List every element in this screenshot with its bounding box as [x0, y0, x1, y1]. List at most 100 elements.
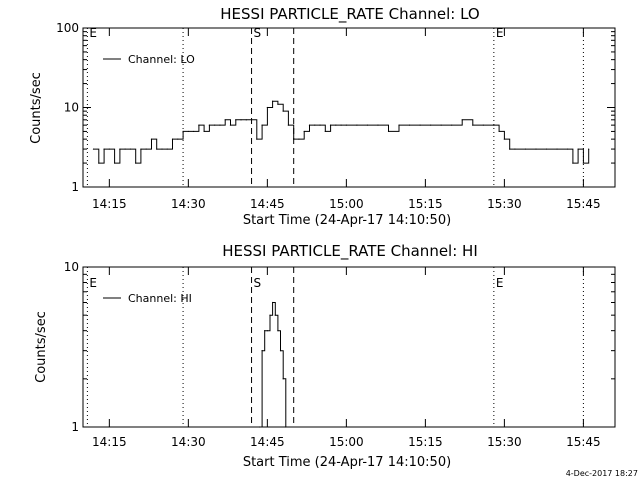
chart-lo-data-point [214, 124, 216, 126]
chart-lo-data-point [161, 148, 163, 150]
chart-hi-data-point [279, 350, 282, 352]
chart-lo-data-point [261, 124, 263, 126]
chart-lo-data-point [156, 148, 158, 150]
chart-lo-xtick-label: 14:45 [250, 197, 285, 211]
chart-lo-data-point [572, 162, 574, 164]
chart-hi-data-point [285, 426, 287, 428]
chart-lo-data-point [287, 124, 290, 126]
chart-hi-data-point [264, 330, 266, 332]
chart-lo-legend-label: Channel: LO [128, 53, 195, 66]
chart-hi-marker-label: E [89, 276, 97, 290]
chart-lo-data-point [308, 124, 311, 126]
chart-lo-data-point [266, 106, 268, 109]
chart-hi-plot-area [82, 266, 616, 428]
chart-lo-data-point [208, 124, 211, 126]
chart-lo-xtick-label: 14:30 [171, 197, 206, 211]
chart-lo-data-point [145, 148, 147, 150]
chart-lo-data-point [545, 148, 548, 150]
chart-hi-series-line [259, 302, 287, 428]
chart-lo-data-point [119, 148, 121, 150]
chart-lo-data-point [250, 119, 253, 121]
chart-lo-data-point [345, 124, 347, 126]
chart-lo-data-point [293, 138, 295, 140]
chart-lo-data-point [124, 148, 126, 150]
chart-lo-xtick-label: 15:45 [566, 197, 601, 211]
chart-lo-data-point [387, 130, 390, 133]
chart-lo-data-point [114, 162, 116, 164]
chart-hi-data-point [282, 378, 284, 380]
chart-lo-data-point [198, 124, 200, 126]
chart-hi-legend-label: Channel: HI [128, 292, 192, 305]
chart-lo-data-point [203, 130, 205, 133]
chart-lo-data-point [171, 138, 174, 140]
chart-lo-data-point [92, 148, 95, 150]
chart-lo-data-point [182, 130, 184, 133]
chart-lo-marker-label: E [496, 26, 504, 40]
chart-hi-ylabel: Counts/sec [34, 311, 49, 383]
chart-lo-data-point [277, 103, 279, 105]
chart-lo-data-point [408, 124, 411, 126]
chart-lo-data-point [177, 138, 179, 140]
chart-lo-data-point [430, 124, 432, 126]
chart-lo-data-point [98, 162, 100, 164]
chart-lo-data-point [535, 148, 537, 150]
chart-lo-ytick-label: 10 [64, 101, 79, 115]
chart-lo-xtick-label: 15:15 [408, 197, 443, 211]
chart-hi-xtick-label: 15:45 [566, 435, 601, 449]
chart-lo-data-point [498, 130, 500, 133]
chart-hi-title: HESSI PARTICLE_RATE Channel: HI [222, 242, 478, 261]
chart-lo-data-point [472, 124, 474, 126]
chart-lo-data-point [314, 124, 316, 126]
chart-lo-data-point [340, 124, 342, 126]
chart-hi-ytick-label: 1 [71, 420, 79, 434]
chart-lo-data-point [272, 100, 274, 102]
chart-lo-xtick-label: 15:00 [329, 197, 364, 211]
chart-hi: HESSI PARTICLE_RATE Channel: HI Counts/s… [34, 242, 616, 470]
chart-hi-data-point [261, 350, 263, 352]
chart-lo-data-point [303, 130, 305, 133]
chart-lo-data-point [566, 148, 569, 150]
chart-lo-data-point [514, 148, 516, 150]
chart-lo-data-point [324, 130, 326, 133]
chart-lo-data-point [588, 148, 590, 150]
chart-lo-data-point [582, 162, 584, 164]
chart-lo-data-point [240, 119, 242, 121]
chart-lo-data-point [187, 130, 189, 133]
chart-lo-plot-area [82, 27, 616, 188]
chart-hi-data-point [258, 426, 261, 428]
chart-lo-data-point [103, 148, 105, 150]
chart-lo-data-point [129, 148, 132, 150]
chart-lo-data-point [329, 124, 332, 126]
chart-lo-data-point [140, 148, 142, 150]
chart-lo-data-point [335, 124, 337, 126]
chart-lo-data-point [319, 124, 321, 126]
chart-hi-xtick-label: 14:45 [250, 435, 285, 449]
chart-hi-legend: Channel: HI [103, 292, 192, 305]
chart-lo-xtick-label: 15:30 [487, 197, 522, 211]
chart-lo-data-point [256, 138, 258, 140]
chart-lo-data-point [229, 124, 232, 126]
chart-lo-data-point [219, 124, 221, 126]
chart-lo-marker-label: E [89, 26, 97, 40]
chart-lo-data-point [398, 124, 400, 126]
chart-lo-ytick-label: 1 [71, 180, 79, 194]
chart-lo-data-point [150, 138, 153, 140]
chart-hi-ytick-label: 10 [64, 260, 79, 274]
chart-lo-data-point [482, 124, 484, 126]
chart-lo-legend: Channel: LO [103, 53, 195, 66]
chart-lo-data-point [366, 124, 369, 126]
chart-lo-data-point [298, 138, 300, 140]
chart-lo-data-point [377, 124, 379, 126]
chart-hi-xtick-label: 15:30 [487, 435, 522, 449]
chart-lo-data-point [224, 119, 226, 121]
chart-lo-data-point [135, 162, 137, 164]
chart-hi-marker-label: E [496, 276, 504, 290]
chart-lo-data-point [440, 124, 442, 126]
chart-lo-data-point [356, 124, 358, 126]
chart-lo-series-line [93, 100, 590, 164]
chart-lo-xlabel: Start Time (24-Apr-17 14:10:50) [243, 213, 451, 228]
chart-lo-marker-label: S [254, 26, 262, 40]
chart-lo-data-point [509, 148, 511, 150]
chart-lo-data-point [493, 124, 495, 126]
